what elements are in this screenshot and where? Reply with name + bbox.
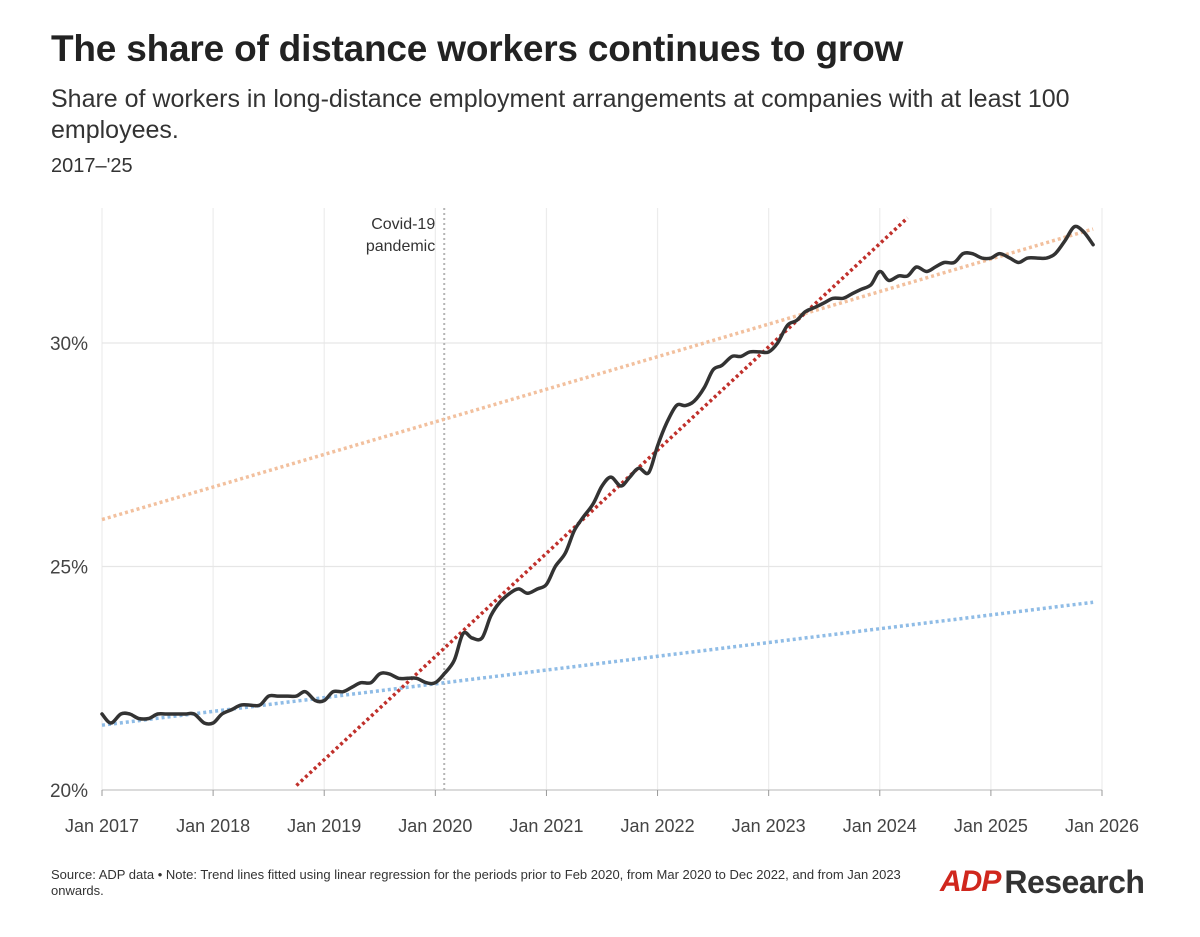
logo-research-text: Research [1004, 863, 1145, 900]
grid-layer [101, 208, 1103, 796]
chart-title: The share of distance workers continues … [51, 28, 904, 69]
logo-adp-mark: ADP [940, 865, 1001, 898]
source-note: Source: ADP data • Note: Trend lines fit… [51, 867, 901, 898]
covid-annotation-label: Covid-19 [371, 216, 435, 233]
y-tick-label: 20% [50, 781, 88, 802]
chart-dateline: 2017–'25 [51, 155, 133, 177]
x-tick-label: Jan 2019 [287, 816, 361, 836]
trend-line [295, 216, 909, 787]
trend-lines [101, 216, 1094, 787]
x-tick-label: Jan 2022 [621, 816, 695, 836]
trend-line [101, 227, 1094, 522]
x-tick-label: Jan 2018 [176, 816, 250, 836]
x-tick-labels: Jan 2017 Jan 2018 Jan 2019 Jan 2020 Jan 2021… [65, 816, 1139, 836]
x-tick-label: Jan 2026 [1065, 816, 1139, 836]
x-tick-label: Jan 2020 [398, 816, 472, 836]
x-tick-label: Jan 2023 [732, 816, 806, 836]
x-tick-label: Jan 2025 [954, 816, 1028, 836]
y-tick-label: 30% [50, 334, 88, 355]
series-layer [100, 224, 1095, 726]
chart-subtitle: Share of workers in long-distance employ… [51, 85, 1070, 144]
x-tick-label: Jan 2021 [509, 816, 583, 836]
x-tick-label: Jan 2024 [843, 816, 917, 836]
distance-workers-series-line [100, 224, 1095, 726]
annotation-layer: Covid-19 pandemic [366, 208, 446, 790]
y-tick-label: 25% [50, 558, 88, 579]
covid-annotation-label: pandemic [366, 238, 435, 255]
x-tick-label: Jan 2017 [65, 816, 139, 836]
y-tick-labels: 20% 25% 30% [50, 334, 88, 802]
trend-line [101, 600, 1094, 727]
adp-research-logo: ADP Research [940, 862, 1145, 902]
